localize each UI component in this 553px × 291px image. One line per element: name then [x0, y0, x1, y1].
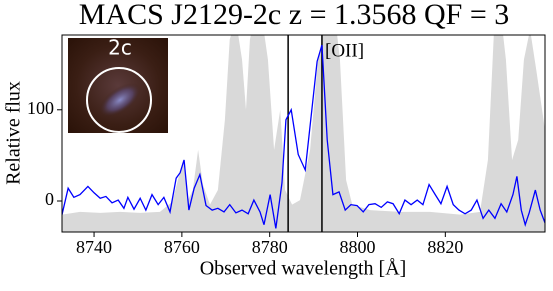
plot-area	[62, 35, 545, 232]
inset-label: 2c	[108, 36, 132, 60]
y-axis-label: Relative flux	[3, 81, 25, 185]
x-axis-label: Observed wavelength [Å]	[200, 258, 407, 280]
x-tick-label: 8760	[164, 237, 200, 257]
aperture-circle	[86, 67, 152, 133]
inset-image: 2c	[68, 36, 168, 133]
x-tick-label: 8740	[76, 237, 112, 257]
annotation: [OII]	[325, 40, 364, 61]
x-tick-label: 8800	[340, 237, 376, 257]
inset-background	[68, 38, 168, 133]
y-tick-label: 100	[27, 98, 54, 118]
x-tick-label: 8780	[252, 237, 288, 257]
plot-frame	[61, 34, 546, 233]
x-tick-label: 8820	[427, 237, 463, 257]
galaxy-blob	[99, 83, 141, 117]
chart-title: MACS J2129-2c z = 1.3568 QF = 3	[79, 0, 510, 31]
spectrum-line	[62, 44, 545, 229]
y-tick-label: 0	[45, 189, 54, 209]
noise-area	[62, 35, 545, 232]
